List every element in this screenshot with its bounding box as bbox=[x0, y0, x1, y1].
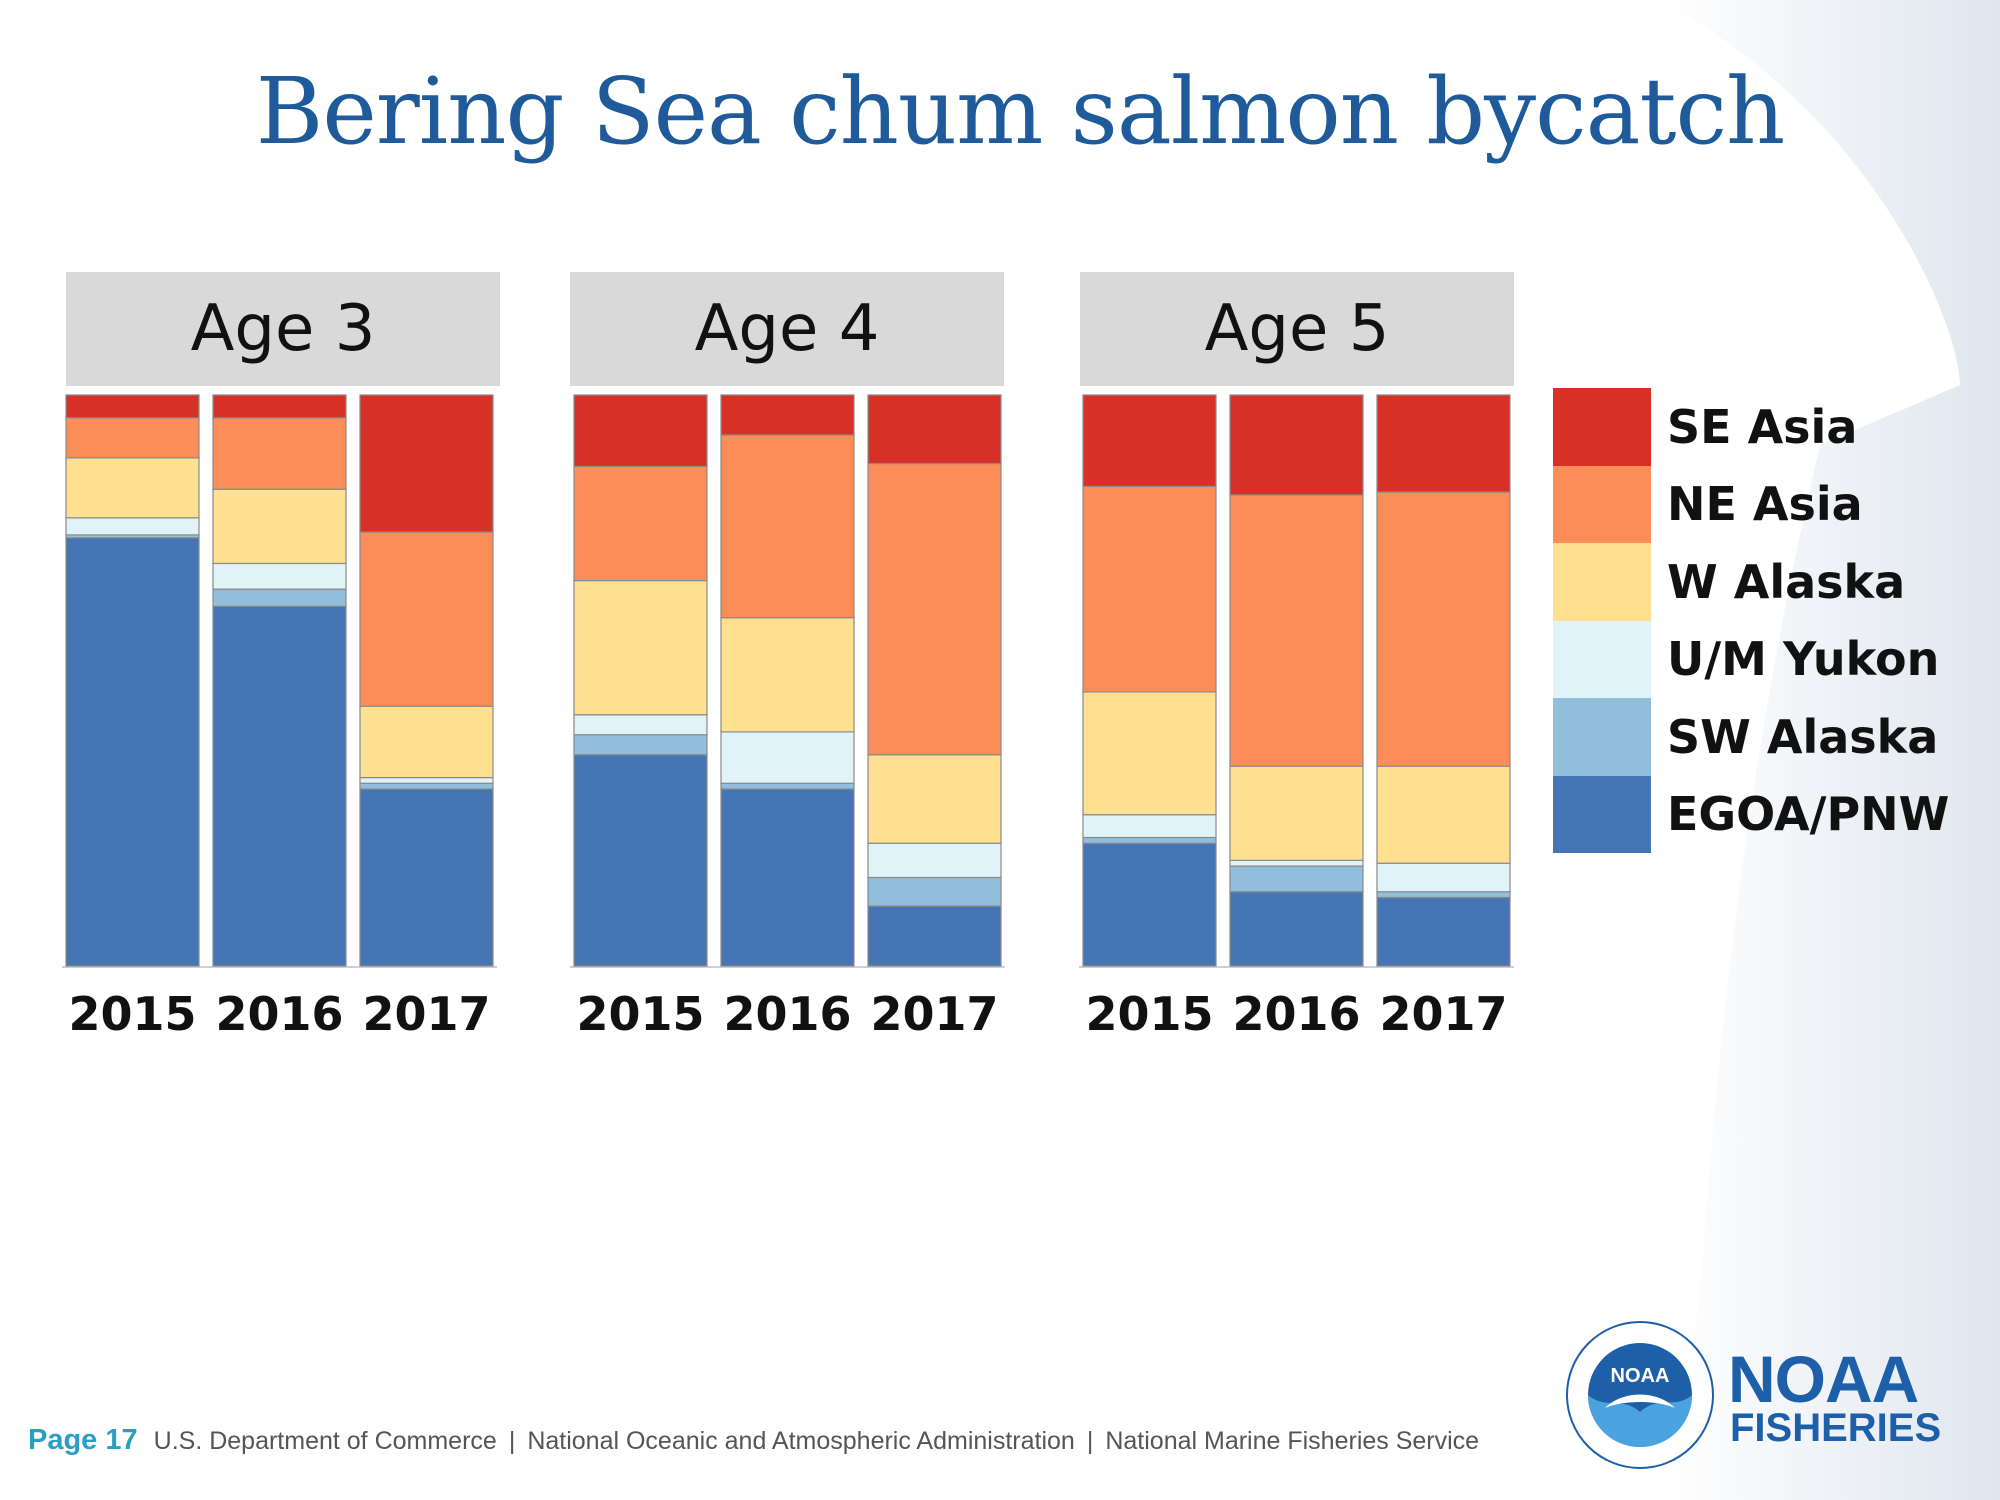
bar-segment-egoa-pnw bbox=[65, 537, 200, 967]
bar-segment-u-m-yukon bbox=[573, 714, 708, 736]
bar-segment-egoa-pnw bbox=[1082, 842, 1217, 967]
bar-segment-se-asia bbox=[867, 394, 1002, 465]
bar-segment-w-alaska bbox=[867, 754, 1002, 844]
bar-segment-egoa-pnw bbox=[1376, 896, 1511, 967]
legend-item-sw-alaska: SW Alaska bbox=[1553, 698, 1949, 776]
bar-segment-se-asia bbox=[359, 394, 494, 533]
legend-swatch bbox=[1553, 620, 1651, 698]
bar-segment-sw-alaska bbox=[720, 782, 855, 790]
legend-label: W Alaska bbox=[1667, 554, 1906, 609]
footer-department: U.S. Department of Commerce bbox=[153, 1427, 497, 1455]
noaa-emblem-logo: NOAA bbox=[1566, 1321, 1714, 1469]
page-number: Page 17 bbox=[28, 1424, 138, 1456]
bar-segment-egoa-pnw bbox=[720, 788, 855, 967]
legend-label: U/M Yukon bbox=[1667, 632, 1940, 687]
slide-title: Bering Sea chum salmon bycatch bbox=[255, 58, 1786, 165]
bar-segment-ne-asia bbox=[359, 531, 494, 707]
legend-swatch bbox=[1553, 543, 1651, 621]
panel-header-age-4: Age 4 bbox=[570, 272, 1004, 386]
bar-segment-ne-asia bbox=[65, 417, 200, 459]
legend-label: EGOA/PNW bbox=[1667, 787, 1950, 842]
bar-segment-u-m-yukon bbox=[212, 562, 347, 590]
bar-segment-ne-asia bbox=[1082, 485, 1217, 693]
bar-segment-egoa-pnw bbox=[359, 788, 494, 967]
x-tick-label: 2015 bbox=[576, 987, 704, 1041]
bar-segment-sw-alaska bbox=[1082, 836, 1217, 844]
x-tick-label: 2016 bbox=[215, 987, 343, 1041]
bar-segment-sw-alaska bbox=[573, 734, 708, 756]
bar-segment-egoa-pnw bbox=[867, 905, 1002, 967]
legend-item-ne-asia: NE Asia bbox=[1553, 465, 1949, 543]
legend-swatch bbox=[1553, 388, 1651, 466]
bar-segment-w-alaska bbox=[65, 457, 200, 519]
bar-segment-u-m-yukon bbox=[65, 517, 200, 536]
legend-label: NE Asia bbox=[1667, 477, 1863, 532]
bar-segment-ne-asia bbox=[573, 465, 708, 582]
bar-segment-u-m-yukon bbox=[867, 842, 1002, 879]
x-tick-label: 2017 bbox=[362, 987, 490, 1041]
bar-segment-se-asia bbox=[720, 394, 855, 436]
legend-swatch bbox=[1553, 465, 1651, 543]
bar-segment-u-m-yukon bbox=[1082, 814, 1217, 839]
legend-item-w-alaska: W Alaska bbox=[1553, 543, 1949, 621]
bar-segment-se-asia bbox=[212, 394, 347, 419]
x-tick-label: 2015 bbox=[68, 987, 196, 1041]
bar-segment-w-alaska bbox=[1376, 765, 1511, 864]
footer-agency: National Oceanic and Atmospheric Adminis… bbox=[527, 1427, 1075, 1455]
legend-item-se-asia: SE Asia bbox=[1553, 388, 1949, 466]
footer-service: National Marine Fisheries Service bbox=[1105, 1427, 1480, 1455]
bar-segment-u-m-yukon bbox=[1229, 859, 1364, 867]
legend-item-egoa-pnw: EGOA/PNW bbox=[1553, 775, 1950, 853]
bar-segment-sw-alaska bbox=[212, 588, 347, 607]
bar-segment-u-m-yukon bbox=[1376, 862, 1511, 893]
bar-segment-w-alaska bbox=[720, 617, 855, 733]
bar-segment-w-alaska bbox=[212, 488, 347, 565]
bar-segment-ne-asia bbox=[867, 462, 1002, 756]
x-tick-label: 2017 bbox=[1379, 987, 1507, 1041]
legend-label: SE Asia bbox=[1667, 399, 1858, 454]
logo-emblem-text: NOAA bbox=[1611, 1365, 1670, 1387]
bar-segment-w-alaska bbox=[359, 705, 494, 779]
bar-segment-se-asia bbox=[1082, 394, 1217, 487]
bar-segment-u-m-yukon bbox=[720, 731, 855, 784]
bar-segment-egoa-pnw bbox=[212, 605, 347, 967]
panel-header-age-3: Age 3 bbox=[66, 272, 500, 386]
x-tick-label: 2016 bbox=[1232, 987, 1360, 1041]
panel-header-age-5: Age 5 bbox=[1080, 272, 1514, 386]
bar-segment-ne-asia bbox=[1376, 491, 1511, 767]
x-tick-label: 2015 bbox=[1085, 987, 1213, 1041]
x-tick-label: 2016 bbox=[723, 987, 851, 1041]
bar-segment-se-asia bbox=[573, 394, 708, 467]
bar-segment-sw-alaska bbox=[359, 782, 494, 790]
legend-swatch bbox=[1553, 698, 1651, 776]
footer-separator: | bbox=[1086, 1427, 1094, 1455]
bar-segment-egoa-pnw bbox=[573, 754, 708, 967]
bar-segment-se-asia bbox=[65, 394, 200, 419]
bar-segment-ne-asia bbox=[720, 434, 855, 619]
slide-footer: Page 17 U.S. Department of Commerce | Natio… bbox=[28, 1424, 1479, 1457]
bar-segment-w-alaska bbox=[1229, 765, 1364, 861]
fisheries-wordmark: FISHERIES bbox=[1730, 1406, 1942, 1450]
x-tick-label: 2017 bbox=[870, 987, 998, 1041]
bar-segment-sw-alaska bbox=[867, 876, 1002, 907]
chart-legend: SE Asia NE Asia W Alaska U/M Yukon SW Al… bbox=[1553, 388, 1949, 853]
bar-segment-w-alaska bbox=[1082, 691, 1217, 816]
bar-segment-sw-alaska bbox=[1376, 891, 1511, 899]
bar-segment-se-asia bbox=[1376, 394, 1511, 493]
noaa-wordmark: NOAA bbox=[1728, 1342, 1919, 1416]
bar-segment-ne-asia bbox=[212, 417, 347, 490]
legend-label: SW Alaska bbox=[1667, 709, 1939, 764]
bar-segment-egoa-pnw bbox=[1229, 891, 1364, 967]
legend-item-um-yukon: U/M Yukon bbox=[1553, 620, 1949, 698]
legend-swatch bbox=[1553, 775, 1651, 853]
bar-segment-ne-asia bbox=[1229, 494, 1364, 767]
bar-segment-sw-alaska bbox=[1229, 865, 1364, 893]
footer-separator: | bbox=[508, 1427, 516, 1455]
bar-segment-w-alaska bbox=[573, 579, 708, 716]
bar-segment-se-asia bbox=[1229, 394, 1364, 496]
bar-segment-u-m-yukon bbox=[359, 776, 494, 784]
